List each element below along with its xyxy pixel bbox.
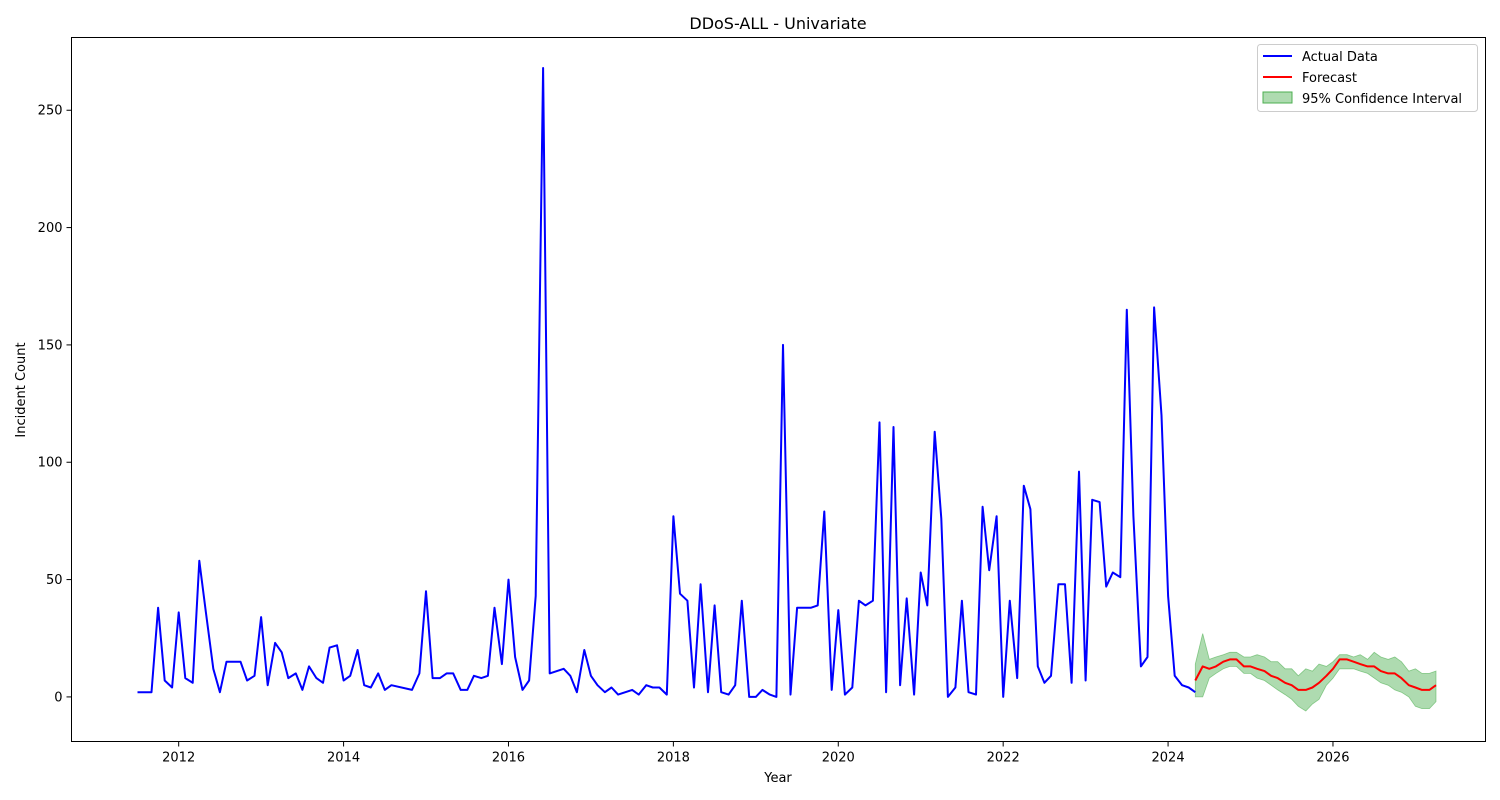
plot-frame — [71, 37, 1486, 742]
y-tick-label: 100 — [38, 456, 63, 471]
y-tick-label: 200 — [38, 221, 63, 236]
x-tick-label: 2024 — [1152, 751, 1185, 766]
forecast-line — [1194, 658, 1437, 691]
x-axis-label: Year — [763, 771, 792, 786]
chart-title: DDoS-ALL - Univariate — [689, 14, 866, 33]
legend-box — [1257, 44, 1478, 112]
y-tick-label: 150 — [38, 338, 63, 353]
x-tick-label: 2016 — [492, 751, 525, 766]
x-tick-label: 2018 — [657, 751, 690, 766]
y-tick-label: 0 — [54, 690, 62, 705]
x-tick-label: 2012 — [162, 751, 195, 766]
axis-ticks: 2012 2014 2016 2018 2020 2022 2024 2026 0 50 100 15… — [38, 104, 1350, 766]
legend-ci-swatch — [1262, 91, 1293, 104]
y-tick-label: 250 — [38, 104, 63, 119]
x-tick-label: 2022 — [987, 751, 1020, 766]
confidence-interval-band — [1194, 633, 1437, 712]
actual-data-line — [137, 67, 1196, 698]
x-tick-label: 2026 — [1316, 751, 1349, 766]
y-axis-label: Incident Count — [14, 342, 29, 437]
x-tick-label: 2020 — [822, 751, 855, 766]
x-tick-label: 2014 — [327, 751, 360, 766]
legend-forecast-label: Forecast — [1302, 71, 1357, 86]
legend: Actual Data Forecast 95% Confidence Inte… — [1257, 44, 1478, 112]
legend-actual-label: Actual Data — [1302, 50, 1378, 65]
y-tick-label: 50 — [46, 573, 63, 588]
plot-area — [137, 67, 1437, 712]
legend-ci-label: 95% Confidence Interval — [1302, 92, 1462, 107]
